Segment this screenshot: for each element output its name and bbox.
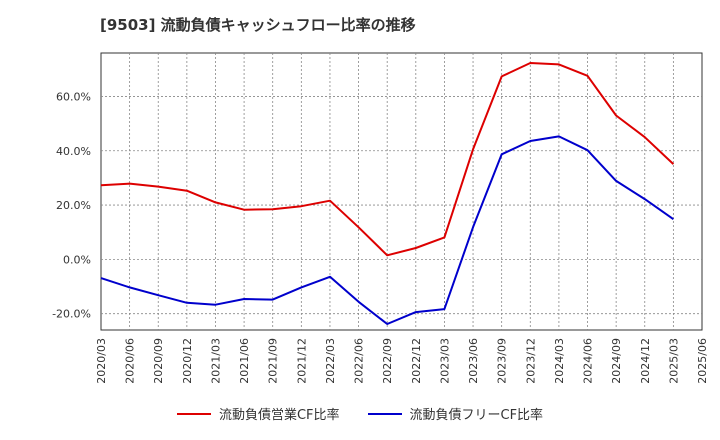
x-tick-label: 2021/03 <box>209 338 222 384</box>
legend-label-operating: 流動負債営業CF比率 <box>218 408 340 423</box>
x-tick-label: 2022/03 <box>324 338 337 384</box>
legend-label-free: 流動負債フリーCF比率 <box>409 408 544 423</box>
x-tick-label: 2023/03 <box>438 338 451 384</box>
x-tick-label: 2022/09 <box>381 338 394 384</box>
y-tick-label: -20.0% <box>52 308 91 321</box>
x-tick-label: 2020/03 <box>95 338 108 384</box>
y-tick-label: 60.0% <box>56 90 91 103</box>
x-tick-label: 2021/09 <box>267 338 280 384</box>
x-tick-label: 2024/09 <box>610 338 623 384</box>
x-tick-label: 2024/12 <box>639 338 652 384</box>
chart-title: [9503] 流動負債キャッシュフロー比率の推移 <box>100 16 416 34</box>
y-tick-label: 40.0% <box>56 145 91 158</box>
legend-swatch-free <box>367 412 402 415</box>
series-line-operating-cf <box>100 62 675 257</box>
legend-item-operating: 流動負債営業CF比率 <box>176 404 340 423</box>
legend-item-free: 流動負債フリーCF比率 <box>367 404 544 423</box>
x-tick-label: 2023/09 <box>496 338 509 384</box>
y-tick-label: 0.0% <box>63 253 91 266</box>
x-tick-label: 2020/12 <box>181 338 194 384</box>
x-tick-label: 2023/12 <box>524 338 537 384</box>
x-tick-label: 2021/06 <box>238 338 251 384</box>
series-line-free-cf <box>100 135 674 325</box>
x-tick-label: 2024/03 <box>553 338 566 384</box>
x-tick-label: 2023/06 <box>467 338 480 384</box>
x-tick-label: 2024/06 <box>582 338 595 384</box>
x-tick-label: 2020/06 <box>124 338 137 384</box>
plot-frame <box>100 52 703 331</box>
y-tick-label: 20.0% <box>56 199 91 212</box>
x-tick-label: 2020/09 <box>152 338 165 384</box>
legend-swatch-operating <box>176 412 211 415</box>
legend: 流動負債営業CF比率 流動負債フリーCF比率 <box>0 404 720 423</box>
x-tick-label: 2025/03 <box>667 338 680 384</box>
x-tick-label: 2022/12 <box>410 338 423 384</box>
x-tick-label: 2022/06 <box>353 338 366 384</box>
x-tick-label: 2021/12 <box>295 338 308 384</box>
x-tick-label: 2025/06 <box>696 338 709 384</box>
